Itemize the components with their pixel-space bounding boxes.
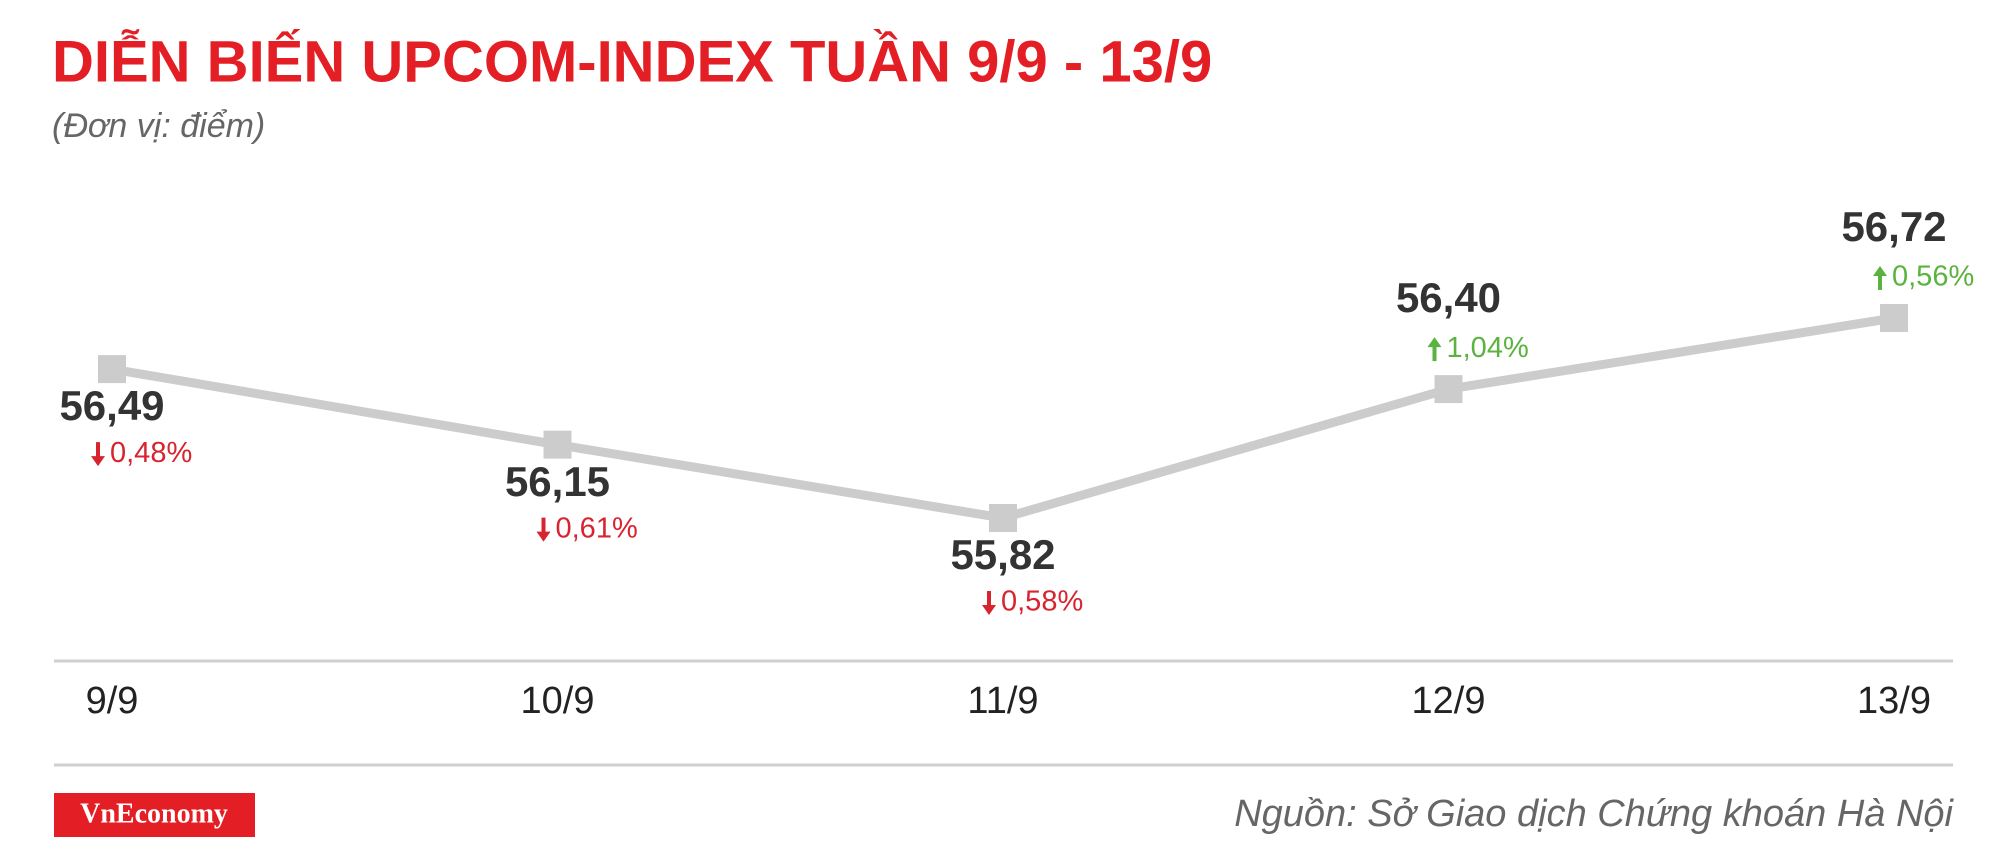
chart-title: DIỄN BIẾN UPCOM-INDEX TUẦN 9/9 - 13/9 [52,29,1212,94]
x-tick-label: 13/9 [1857,680,1931,722]
x-tick-label: 12/9 [1412,680,1486,722]
change-label: 0,58% [1001,586,1083,618]
change-arrow [536,517,551,542]
value-label: 56,49 [59,382,164,429]
value-label: 56,40 [1396,274,1501,321]
point-marker [989,504,1017,532]
value-label: 56,15 [505,458,610,505]
brand-box [54,793,255,837]
x-tick-label: 9/9 [86,680,139,722]
change-label: 0,56% [1892,261,1974,293]
change-label: 1,04% [1447,332,1529,364]
x-tick-label: 11/9 [967,680,1038,722]
change-arrow [1427,337,1442,362]
point-marker [98,355,126,384]
point-marker [543,430,572,459]
source: Nguồn: Sở Giao dịch Chứng khoán Hà Nội [1234,793,1954,835]
change-arrow [91,442,105,467]
value-label: 56,72 [1841,203,1946,250]
change-label: 0,48% [110,437,192,469]
change-arrow [982,591,996,615]
brand: VnEconomy [80,798,228,829]
chart-subtitle: (Đơn vị: điểm) [52,107,265,145]
x-tick-label: 10/9 [521,680,595,722]
line [111,313,1895,523]
point-marker [1880,304,1908,332]
change-arrow [1873,266,1887,290]
point-marker [1434,375,1463,404]
value-label: 55,82 [950,531,1055,578]
change-label: 0,61% [556,512,638,544]
